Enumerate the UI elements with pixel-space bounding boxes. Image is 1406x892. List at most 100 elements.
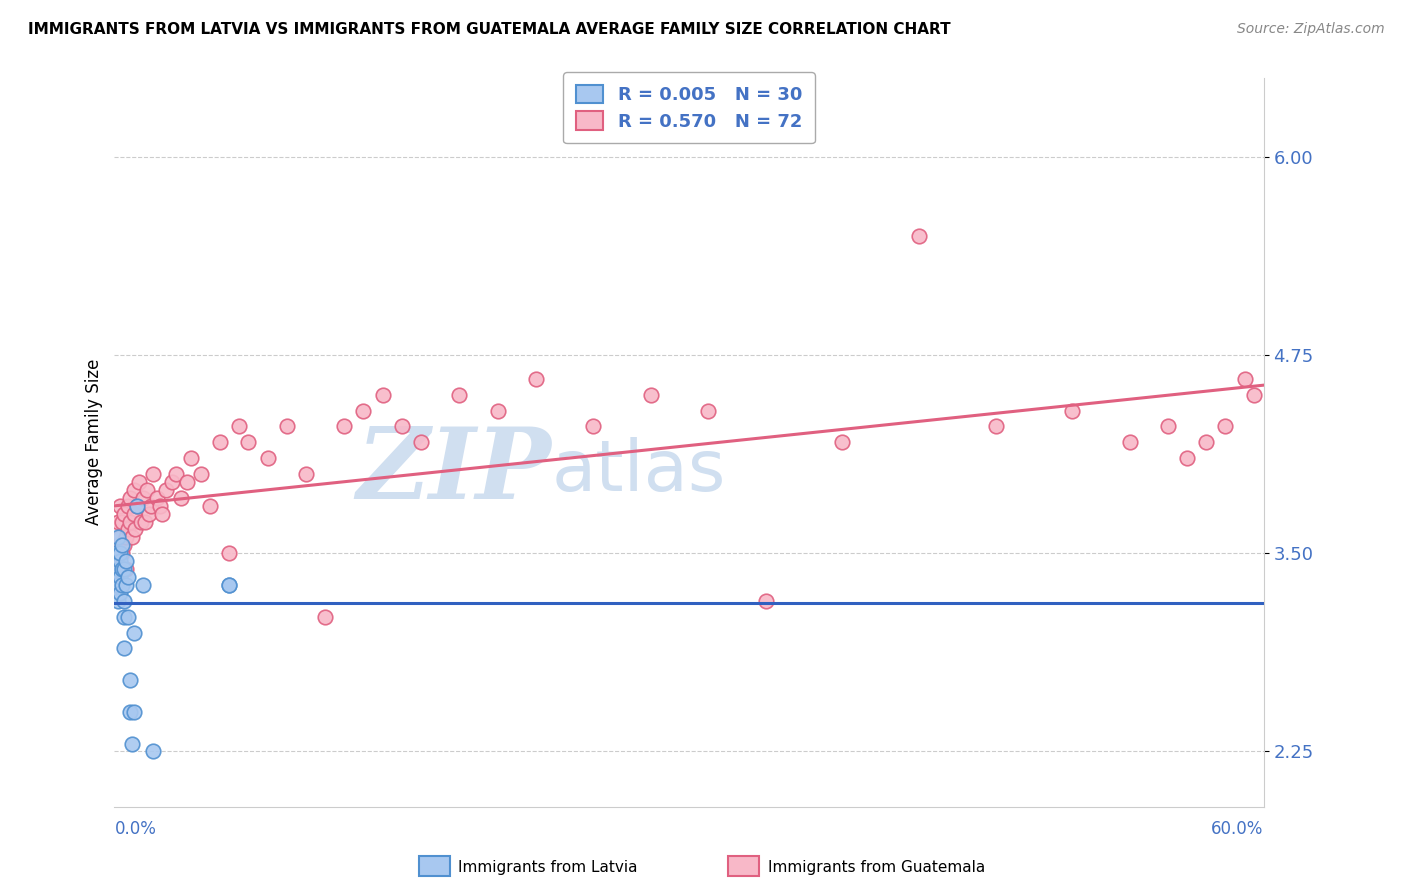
- Point: [112, 538, 135, 552]
- Point: [391, 419, 413, 434]
- Point: [1157, 419, 1180, 434]
- Point: [117, 499, 139, 513]
- Point: [118, 705, 141, 719]
- Point: [218, 578, 240, 592]
- Point: [122, 483, 145, 497]
- Point: [198, 499, 221, 513]
- Point: [105, 578, 128, 592]
- Point: [1195, 435, 1218, 450]
- Point: [112, 609, 135, 624]
- Point: [107, 562, 129, 576]
- Point: [295, 467, 318, 481]
- Point: [107, 530, 129, 544]
- Point: [755, 594, 778, 608]
- Point: [582, 419, 605, 434]
- Point: [1118, 435, 1140, 450]
- Point: [256, 451, 278, 466]
- Point: [115, 554, 138, 568]
- Point: [486, 403, 509, 417]
- Text: 60.0%: 60.0%: [1212, 820, 1264, 838]
- Point: [128, 475, 150, 489]
- Point: [1233, 372, 1256, 386]
- Text: IMMIGRANTS FROM LATVIA VS IMMIGRANTS FROM GUATEMALA AVERAGE FAMILY SIZE CORRELAT: IMMIGRANTS FROM LATVIA VS IMMIGRANTS FRO…: [28, 22, 950, 37]
- Point: [831, 435, 853, 450]
- Point: [165, 467, 187, 481]
- Point: [111, 538, 134, 552]
- Point: [111, 578, 134, 592]
- Point: [640, 388, 662, 402]
- Point: [176, 475, 198, 489]
- Point: [115, 578, 138, 592]
- Point: [155, 483, 177, 497]
- Point: [122, 625, 145, 640]
- Point: [115, 562, 138, 576]
- Point: [697, 403, 720, 417]
- Point: [352, 403, 374, 417]
- Point: [108, 562, 131, 576]
- Point: [121, 530, 143, 544]
- Point: [142, 744, 165, 758]
- Point: [1243, 388, 1265, 402]
- Point: [118, 673, 141, 687]
- Point: [122, 705, 145, 719]
- Point: [139, 499, 162, 513]
- Point: [111, 562, 134, 576]
- Point: [127, 499, 149, 513]
- Point: [142, 467, 165, 481]
- Point: [314, 609, 336, 624]
- Point: [1175, 451, 1198, 466]
- Legend: R = 0.005   N = 30, R = 0.570   N = 72: R = 0.005 N = 30, R = 0.570 N = 72: [564, 72, 814, 144]
- Point: [117, 523, 139, 537]
- Point: [218, 578, 240, 592]
- Point: [118, 491, 141, 505]
- Point: [112, 562, 135, 576]
- Point: [118, 515, 141, 529]
- Point: [108, 499, 131, 513]
- Point: [134, 515, 156, 529]
- Y-axis label: Average Family Size: Average Family Size: [86, 359, 103, 525]
- Point: [170, 491, 193, 505]
- Point: [108, 570, 131, 584]
- Point: [218, 546, 240, 560]
- Point: [149, 499, 172, 513]
- Point: [121, 737, 143, 751]
- Point: [111, 515, 134, 529]
- Text: ZIP: ZIP: [356, 423, 551, 520]
- Point: [180, 451, 202, 466]
- Point: [108, 530, 131, 544]
- Point: [112, 594, 135, 608]
- Point: [238, 435, 260, 450]
- Point: [105, 546, 128, 560]
- Text: 0.0%: 0.0%: [114, 820, 156, 838]
- Point: [524, 372, 547, 386]
- Point: [276, 419, 298, 434]
- Point: [112, 641, 135, 656]
- Point: [136, 483, 159, 497]
- Point: [111, 546, 134, 560]
- Point: [228, 419, 250, 434]
- Point: [449, 388, 471, 402]
- Point: [105, 578, 128, 592]
- Text: atlas: atlas: [551, 437, 725, 506]
- Text: Immigrants from Latvia: Immigrants from Latvia: [458, 860, 638, 874]
- Point: [127, 499, 149, 513]
- Point: [1062, 403, 1084, 417]
- Text: Source: ZipAtlas.com: Source: ZipAtlas.com: [1237, 22, 1385, 37]
- Point: [108, 554, 131, 568]
- Point: [333, 419, 356, 434]
- Point: [984, 419, 1007, 434]
- Point: [122, 507, 145, 521]
- Point: [145, 491, 167, 505]
- Point: [105, 546, 128, 560]
- Point: [107, 515, 129, 529]
- Text: Immigrants from Guatemala: Immigrants from Guatemala: [768, 860, 986, 874]
- Point: [908, 229, 931, 244]
- Point: [138, 507, 160, 521]
- Point: [1215, 419, 1237, 434]
- Point: [132, 491, 155, 505]
- Point: [371, 388, 394, 402]
- Point: [107, 538, 129, 552]
- Point: [190, 467, 212, 481]
- Point: [108, 546, 131, 560]
- Point: [108, 586, 131, 600]
